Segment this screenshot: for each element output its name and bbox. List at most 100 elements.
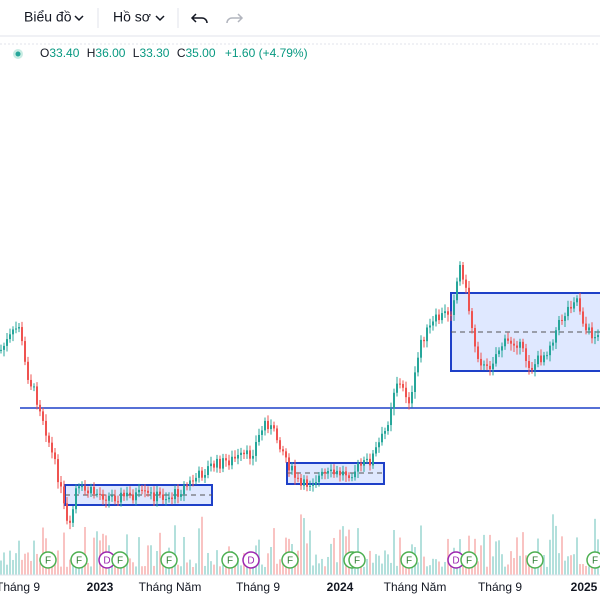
volume-bar: [486, 566, 488, 575]
volume-bar: [246, 566, 248, 575]
volume-bar: [582, 564, 584, 575]
volume-bar: [366, 558, 368, 575]
volume-bar: [210, 561, 212, 575]
volume-bar: [384, 550, 386, 575]
candle: [324, 471, 326, 474]
event-label: F: [532, 556, 538, 567]
candle: [93, 486, 95, 494]
volume-bar: [9, 550, 11, 575]
candle: [102, 494, 104, 500]
volume-bar: [330, 543, 332, 575]
candle: [531, 367, 533, 370]
volume-bar: [513, 558, 515, 575]
event-label: D: [247, 556, 254, 567]
candle: [465, 279, 467, 288]
candle: [426, 327, 428, 342]
candle: [225, 458, 227, 461]
candle: [420, 339, 422, 358]
volume-bar: [561, 536, 563, 575]
chart-menu[interactable]: Biểu đồ: [24, 9, 72, 25]
candle: [81, 486, 83, 488]
volume-bar: [216, 550, 218, 575]
x-axis-label: 2025: [571, 580, 598, 594]
candle: [141, 489, 143, 491]
volume-bar: [570, 555, 572, 575]
candle: [66, 503, 68, 521]
volume-bar: [342, 526, 344, 575]
volume-bar: [84, 526, 86, 575]
candle: [192, 480, 194, 482]
candle: [285, 451, 287, 458]
volume-bar: [162, 562, 164, 575]
candle: [423, 339, 425, 342]
candle: [540, 355, 542, 363]
volume-bar: [321, 558, 323, 575]
event-label: F: [117, 556, 123, 567]
volume-bar: [186, 562, 188, 575]
candle: [573, 302, 575, 309]
volume-bar: [141, 566, 143, 575]
event-label: F: [76, 556, 82, 567]
candle: [264, 420, 266, 431]
volume-bar: [267, 553, 269, 575]
volume-bar: [54, 564, 56, 575]
candle: [120, 492, 122, 503]
volume-bar: [63, 532, 65, 575]
candle: [351, 477, 353, 479]
volume-bar: [498, 540, 500, 575]
candle: [564, 316, 566, 321]
volume-bar: [435, 559, 437, 575]
candle: [396, 383, 398, 393]
volume-bar: [543, 555, 545, 575]
candle: [240, 452, 242, 455]
volume-bar: [36, 553, 38, 575]
profile-menu[interactable]: Hồ sơ: [113, 9, 151, 25]
event-marker: [70, 551, 88, 569]
event-marker: [39, 551, 57, 569]
candle: [375, 447, 377, 454]
undo-button[interactable]: [190, 13, 208, 24]
chevron: [155, 15, 165, 22]
candle: [450, 314, 452, 316]
volume-bar: [0, 560, 2, 575]
candle: [462, 265, 464, 280]
candle: [546, 355, 548, 357]
candle: [501, 346, 503, 351]
candle: [330, 469, 332, 472]
candle: [123, 492, 125, 497]
candle: [147, 490, 149, 493]
volume-bar: [39, 563, 41, 575]
volume-bar: [399, 537, 401, 575]
candle: [267, 420, 269, 430]
event-marker: [281, 551, 299, 569]
candle: [21, 327, 23, 342]
volume-bar: [462, 558, 464, 575]
candle: [303, 479, 305, 486]
volume-bar: [369, 550, 371, 575]
candle: [411, 391, 413, 404]
candle: [336, 470, 338, 475]
candle: [393, 392, 395, 409]
candle: [75, 488, 77, 510]
volume-bar: [240, 565, 242, 575]
volume-bar: [276, 563, 278, 575]
volume-bar: [390, 562, 392, 575]
volume-bar: [318, 563, 320, 575]
volume-bar: [333, 537, 335, 575]
x-axis-label: Tháng 9: [478, 580, 522, 594]
candle: [168, 497, 170, 500]
change: +1.60 (+4.79%): [225, 46, 308, 60]
candle: [294, 465, 296, 478]
candle: [246, 450, 248, 455]
volume-bar: [33, 540, 35, 575]
volume-bar: [576, 537, 578, 575]
candle: [9, 334, 11, 340]
x-axis-label: Tháng 9: [0, 580, 40, 594]
candle: [408, 397, 410, 404]
volume-bar: [555, 525, 557, 575]
volume-bar: [183, 536, 185, 575]
candle: [528, 361, 530, 368]
redo-button[interactable]: [226, 13, 244, 24]
volume-bar: [15, 553, 17, 575]
candle: [132, 494, 134, 501]
